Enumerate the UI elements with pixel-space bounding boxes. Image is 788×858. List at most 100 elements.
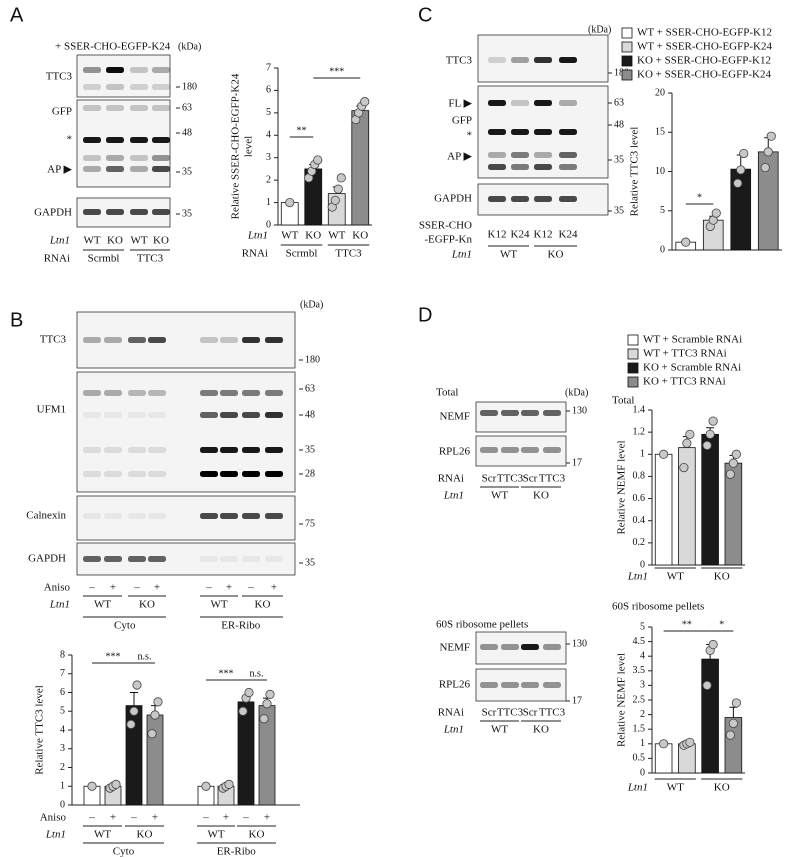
row-item: WT <box>281 230 298 242</box>
blot-box <box>76 99 171 188</box>
y-tick-label: 0.4 <box>633 515 646 526</box>
row-item: Scr <box>482 707 497 719</box>
error-bar <box>729 706 738 718</box>
y-tick-label: 2 <box>60 762 65 773</box>
blot-band <box>511 196 529 202</box>
kda-label: (kDa) <box>565 387 588 398</box>
row-item: K24 <box>559 229 578 241</box>
row-label: RNAi <box>44 253 70 265</box>
sig-label: *** <box>106 651 121 662</box>
blot-band <box>242 513 260 519</box>
blot-band <box>83 209 101 215</box>
row-item: KO <box>107 235 123 247</box>
legend-swatch <box>627 376 639 388</box>
error-bar <box>130 692 138 706</box>
y-tick-label: 0 <box>640 559 645 570</box>
blot-band <box>488 152 506 158</box>
sig-label: * <box>719 619 724 630</box>
row-item: – <box>133 582 140 594</box>
data-point <box>129 706 139 716</box>
row-label: -EGFP-Kn <box>424 234 472 246</box>
data-point <box>736 165 746 175</box>
blot-band <box>511 100 529 106</box>
size-marker: 35 <box>182 166 192 177</box>
legend-label: KO + TTC3 RNAi <box>643 376 726 388</box>
blot-band <box>265 412 283 418</box>
data-point <box>766 131 776 141</box>
blot-band <box>130 209 148 215</box>
blot-band <box>148 513 166 519</box>
data-point <box>126 719 136 729</box>
blot-band <box>148 471 166 477</box>
blot-box <box>475 631 567 665</box>
blot-band <box>106 137 124 143</box>
data-point <box>702 440 712 451</box>
blot-band <box>242 556 260 562</box>
legend-swatch <box>627 348 639 360</box>
data-point <box>360 97 370 107</box>
data-point <box>725 469 735 479</box>
y-axis-label: Relative TTC3 level <box>34 685 46 775</box>
data-point <box>763 147 773 157</box>
size-marker: 48 <box>182 127 192 138</box>
panel-label: A <box>10 4 24 26</box>
size-marker: 180 <box>614 67 629 78</box>
blot-band <box>501 644 519 650</box>
blot-band <box>200 412 218 418</box>
row-item: – <box>205 582 212 594</box>
blot-band <box>104 412 122 418</box>
blot-band <box>83 556 101 562</box>
y-tick-label: 1 <box>60 781 65 792</box>
y-tick-label: 1.2 <box>633 426 646 437</box>
blot-band <box>534 196 552 202</box>
blot-band <box>128 390 146 396</box>
data-point <box>262 699 272 709</box>
row-item: + <box>154 582 160 594</box>
row-item: – <box>88 812 95 824</box>
data-point <box>681 237 691 247</box>
blot-band <box>200 513 218 519</box>
legend-label: KO + Scramble RNAi <box>643 362 741 374</box>
blot-band <box>534 129 552 135</box>
kda-label: (kDa) <box>178 41 201 52</box>
blot-band <box>501 410 519 416</box>
blot-band <box>83 137 101 143</box>
row-item: KO <box>153 235 169 247</box>
blot-label: * <box>67 134 73 146</box>
blot-band <box>200 447 218 453</box>
row-item: KO <box>249 829 265 841</box>
blot-band <box>152 105 170 111</box>
data-point <box>659 739 669 749</box>
row-item: WT <box>210 599 227 611</box>
row-label: RNAi <box>438 707 464 719</box>
blot-band <box>200 390 218 396</box>
blot-band <box>220 337 238 343</box>
y-tick-label: 0 <box>266 219 271 230</box>
blot-band <box>104 447 122 453</box>
blot-band <box>265 556 283 562</box>
blot-band <box>559 57 577 63</box>
blot-band <box>106 166 124 172</box>
blot-label: FL ▶ <box>448 98 472 110</box>
y-tick-label: 5 <box>660 205 665 216</box>
y-tick-label: 0.8 <box>633 471 646 482</box>
legend-label: KO + SSER-CHO-EGFP-K12 <box>637 55 771 67</box>
blot-band <box>242 412 260 418</box>
blot-band <box>130 105 148 111</box>
blot-band <box>534 57 552 63</box>
bar <box>351 110 370 226</box>
y-tick-label: 0 <box>60 799 65 810</box>
data-point <box>682 438 692 448</box>
data-point <box>705 429 715 439</box>
blot-band <box>128 412 146 418</box>
blot-band <box>559 152 577 158</box>
sig-label: n.s. <box>138 651 152 662</box>
y-tick-label: 5 <box>640 621 645 632</box>
blot-band <box>130 84 148 90</box>
row-item: Scr <box>482 473 497 485</box>
row-item: TTC3 <box>497 707 524 719</box>
sig-label: * <box>697 192 702 203</box>
y-tick-label: 1 <box>266 197 271 208</box>
data-point <box>336 173 346 183</box>
